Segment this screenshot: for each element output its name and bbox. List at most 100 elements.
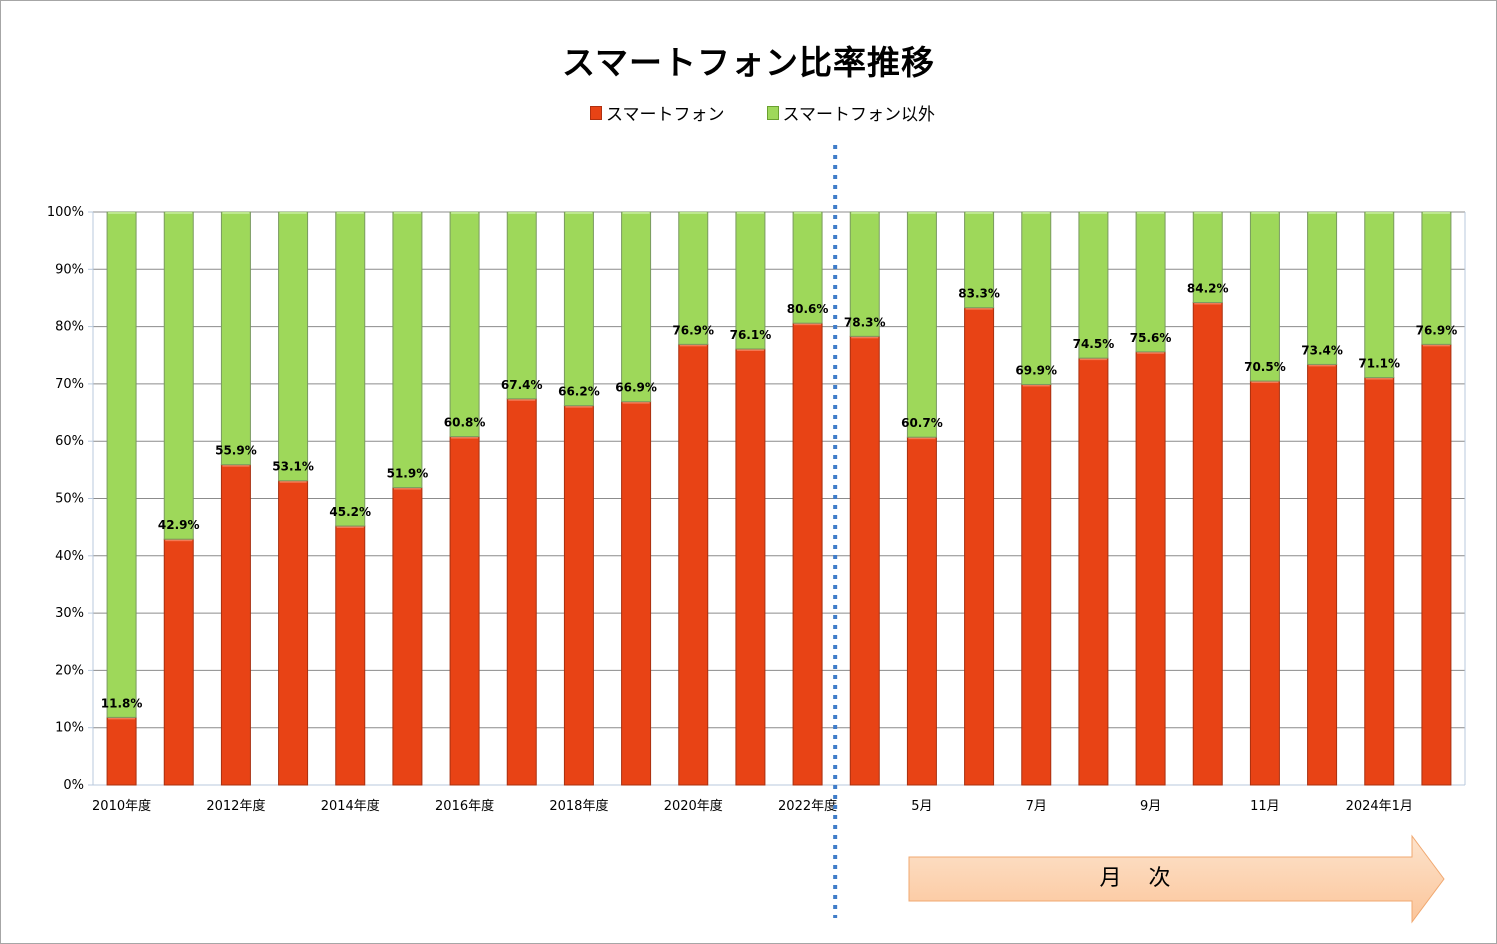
y-tick-label: 50% [55,492,84,507]
data-label-smartphone: 84.2% [1187,282,1229,296]
bar-highlight [393,487,421,490]
data-label-smartphone: 45.2% [329,505,371,519]
bar-highlight [393,212,421,214]
bar-highlight [1079,358,1107,361]
bar-smartphone [1135,351,1166,786]
bar-non-smartphone [163,211,194,540]
x-axis-ticks: 2010年度 2012年度 2014年度 2016年度 2018年度 2020年度 2022… [92,798,1413,814]
bar-highlight [1194,212,1222,214]
bar-smartphone [792,322,823,786]
bar-highlight [1022,212,1050,214]
bar-smartphone [563,405,594,786]
bar-smartphone [278,480,309,786]
data-label-smartphone: 67.4% [501,378,543,392]
data-label-smartphone: 76.1% [730,328,772,342]
bar-smartphone [849,335,880,786]
bar-non-smartphone [1021,211,1052,385]
arrow-label: 月 次 [1100,866,1181,891]
bar-highlight [1137,212,1165,214]
legend-item-non-smartphone: スマートフォン以外 [766,100,936,125]
bar-highlight [336,526,364,529]
bar-non-smartphone [964,211,995,309]
bar-non-smartphone [278,211,309,482]
bar-smartphone [106,716,137,786]
bar-non-smartphone [1249,211,1280,382]
x-tick-label: 11月 [1250,799,1280,814]
data-label-smartphone: 76.9% [672,323,714,337]
y-tick-label: 0% [63,778,84,793]
bar-non-smartphone [449,211,480,438]
bar-highlight [1308,212,1336,214]
bar-highlight [279,212,307,214]
bar-smartphone [1421,343,1452,786]
bar-smartphone [163,538,194,786]
bar-smartphone [506,398,537,786]
legend: スマートフォン スマートフォン以外 [14,100,1497,125]
x-tick-label: 2022年度 [778,798,837,814]
bar-highlight [679,344,707,347]
bar-smartphone [964,307,995,786]
bar-non-smartphone [335,211,366,527]
bar-highlight [679,212,707,214]
bar-non-smartphone [563,211,594,407]
bar-highlight [908,437,936,440]
y-tick-label: 40% [55,549,84,564]
x-tick-label: 2020年度 [664,798,723,814]
bar-highlight [165,212,193,214]
bar-highlight [1365,212,1393,214]
bar-highlight [794,212,822,214]
legend-swatch-smartphone [590,105,602,120]
y-tick-label: 90% [55,262,84,277]
bar-highlight [736,348,764,351]
bar-highlight [508,398,536,401]
bar-highlight [565,212,593,214]
data-label-smartphone: 51.9% [387,467,429,481]
bar-highlight [508,212,536,214]
bar-non-smartphone [678,211,709,345]
data-label-smartphone: 71.1% [1358,357,1400,371]
data-label-smartphone: 11.8% [101,696,143,710]
data-label-smartphone: 42.9% [158,518,200,532]
x-tick-label: 2018年度 [549,798,608,814]
data-labels: 11.8% 42.9% 55.9% 53.1% 45.2% 51.9% 60.8% 67.4%… [101,282,1457,711]
bar-highlight [222,464,250,467]
legend-label-non-smartphone: スマートフォン以外 [782,105,936,125]
bar-highlight [622,212,650,214]
y-axis-ticks: 0% 10% 20% 30% 40% 50% 60% 70% 80% 90% 100% [47,205,84,793]
bar-highlight [965,212,993,214]
monthly-arrow: 月 次 [908,834,1445,924]
x-tick-label: 2012年度 [206,798,265,814]
bar-highlight [108,212,136,214]
bar-highlight [1022,384,1050,387]
bar-highlight [851,212,879,214]
y-tick-label: 100% [47,205,84,220]
bar-highlight [736,212,764,214]
x-tick-label: 7月 [1026,799,1047,814]
bar-smartphone [449,436,480,786]
bar-highlight [908,212,936,214]
data-label-smartphone: 53.1% [272,460,314,474]
bar-highlight [1308,364,1336,367]
bar-highlight [1422,344,1450,347]
bar-smartphone [1192,302,1223,786]
bar-highlight [622,401,650,404]
bar-non-smartphone [392,211,423,489]
bar-smartphone [1249,380,1280,786]
bar-smartphone [1078,357,1109,786]
y-tick-label: 60% [55,434,84,449]
bar-non-smartphone [1364,211,1395,379]
bar-highlight [222,212,250,214]
bar-highlight [279,480,307,483]
bar-non-smartphone [1307,211,1338,365]
y-tick-label: 70% [55,377,84,392]
bar-smartphone [220,464,251,786]
legend-label-smartphone: スマートフォン [606,105,725,125]
x-tick-label: 2016年度 [435,798,494,814]
bar-smartphone [621,401,652,786]
bar-smartphone [906,436,937,786]
bar-non-smartphone [735,211,766,350]
gridlines [88,211,1466,786]
x-tick-label: 2010年度 [92,798,151,814]
data-label-smartphone: 75.6% [1130,331,1172,345]
